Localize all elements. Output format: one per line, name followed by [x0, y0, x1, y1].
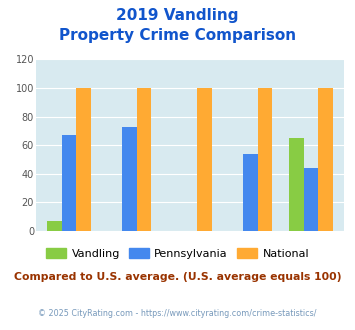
Legend: Vandling, Pennsylvania, National: Vandling, Pennsylvania, National	[43, 245, 312, 262]
Text: Property Crime Comparison: Property Crime Comparison	[59, 28, 296, 43]
Bar	[122, 127, 137, 231]
Bar	[304, 168, 318, 231]
Bar	[289, 138, 304, 231]
Bar	[258, 88, 272, 231]
Text: Compared to U.S. average. (U.S. average equals 100): Compared to U.S. average. (U.S. average …	[14, 272, 341, 282]
Bar	[243, 154, 258, 231]
Bar	[318, 88, 333, 231]
Bar	[76, 88, 91, 231]
Bar	[197, 88, 212, 231]
Bar	[47, 221, 61, 231]
Text: © 2025 CityRating.com - https://www.cityrating.com/crime-statistics/: © 2025 CityRating.com - https://www.city…	[38, 309, 317, 317]
Bar	[137, 88, 151, 231]
Text: 2019 Vandling: 2019 Vandling	[116, 8, 239, 23]
Bar	[61, 135, 76, 231]
